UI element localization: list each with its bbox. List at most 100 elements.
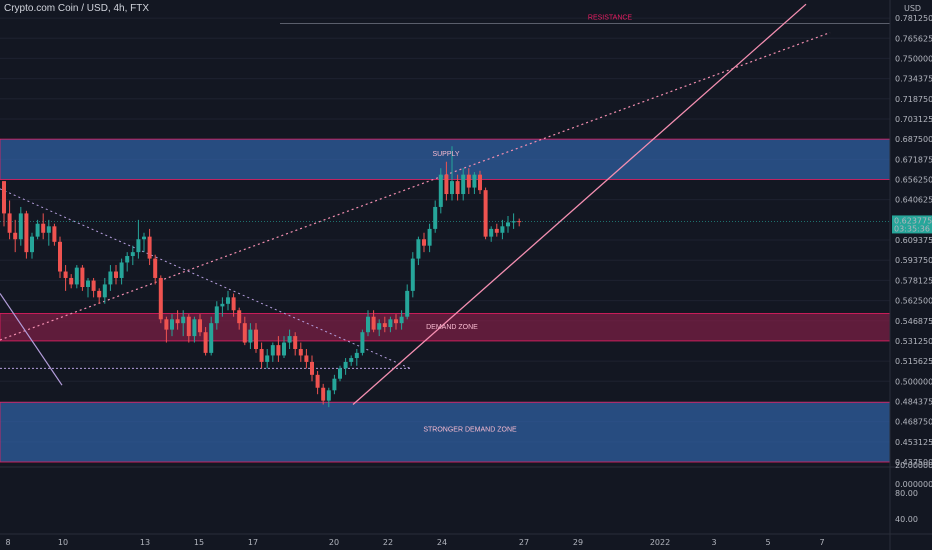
candle-body <box>153 258 158 278</box>
y-tick-label: 0.656250 <box>895 176 932 185</box>
candle-body <box>511 221 516 223</box>
resistance-label: RESISTANCE <box>588 15 633 22</box>
candle-body <box>24 213 29 253</box>
candle-body <box>433 206 438 229</box>
stronger-demand-label: STRONGER DEMAND ZONE <box>423 427 517 434</box>
candle-body <box>142 236 146 240</box>
candle-body <box>248 329 253 343</box>
candle-body <box>506 222 510 227</box>
y-tick-label: 0.437500 <box>895 458 932 467</box>
x-tick-label: 27 <box>519 538 529 547</box>
supply-label: SUPPLY <box>432 151 459 158</box>
x-tick-label: 3 <box>711 538 716 547</box>
candle-body <box>360 332 365 353</box>
x-tick-label: 13 <box>140 538 150 547</box>
x-tick-label: 5 <box>765 538 770 547</box>
candle-body <box>209 323 214 353</box>
candle-body <box>410 258 415 291</box>
candle-body <box>13 232 18 240</box>
candle-body <box>366 316 370 333</box>
candle-body <box>108 271 113 285</box>
candle-body <box>192 319 197 337</box>
volume-tick-label: 80.00 <box>895 489 918 498</box>
x-tick-label: 10 <box>58 538 68 547</box>
y-tick-label: 0.734375 <box>895 75 932 84</box>
chart-title: Crypto.com Coin / USD, 4h, FTX <box>4 3 150 14</box>
candle-body <box>416 239 421 259</box>
y-tick-label: 0.750000 <box>895 54 932 63</box>
candle-body <box>35 223 40 237</box>
x-tick-label: 22 <box>383 538 393 547</box>
candle-body <box>63 271 68 278</box>
price-axis[interactable]: 0.781250 0.765625 0.750000 0.734375 0.718750… <box>889 0 932 550</box>
y-tick-label: 0.578125 <box>895 276 932 285</box>
candle-body <box>147 236 152 259</box>
candle-body <box>198 319 202 333</box>
candle-body <box>69 277 74 285</box>
time-axis[interactable]: 8 10 13 15 17 20 22 24 27 29 2022 3 5 7 <box>0 533 932 547</box>
volume-tick-label: 20.000000 <box>895 461 932 470</box>
candle-body <box>422 239 426 246</box>
candle-body <box>175 319 180 324</box>
candle-body <box>371 316 376 330</box>
candle-body <box>293 336 298 349</box>
y-tick-label: 0.781250 <box>895 14 932 23</box>
candle-body <box>136 239 141 253</box>
candle-body <box>478 174 482 191</box>
x-tick-label: 2022 <box>650 538 670 547</box>
price-tag <box>892 215 932 234</box>
candle-body <box>46 226 51 233</box>
candle-body <box>80 267 85 288</box>
zone-labels: RESISTANCE SUPPLY DEMAND ZONE STRONGER DEMA… <box>423 15 632 434</box>
x-tick-label: 24 <box>437 538 447 547</box>
candle-body <box>304 355 309 362</box>
candle-body <box>102 284 107 298</box>
candle-body <box>114 271 118 278</box>
candle-body <box>326 390 331 401</box>
candle-body <box>259 349 264 362</box>
candle-body <box>91 280 96 291</box>
candle-body <box>382 323 387 328</box>
y-tick-label: 0.468750 <box>895 418 932 427</box>
candles[interactable] <box>2 146 522 408</box>
candle-body <box>254 329 258 349</box>
price-tag-value: 0.623775 <box>894 216 932 225</box>
candle-body <box>444 174 449 195</box>
candle-body <box>170 319 174 330</box>
y-tick-label: 0.531250 <box>895 337 932 346</box>
candle-body <box>427 228 432 246</box>
candle-body <box>315 374 320 388</box>
zone-rect <box>0 138 891 180</box>
candle-body <box>41 223 46 233</box>
candle-body <box>466 174 471 188</box>
candle-body <box>455 181 460 195</box>
candle-body <box>405 290 410 317</box>
candle-body <box>52 226 57 242</box>
y-tick-label: 0.718750 <box>895 95 932 104</box>
candle-body <box>377 323 382 330</box>
candle-body <box>343 361 348 369</box>
y-tick-label: 0.500000 <box>895 377 932 386</box>
price-tag-countdown: 03:35:36 <box>894 224 930 233</box>
candle-body <box>237 310 242 324</box>
short-trendline <box>0 293 63 386</box>
candle-body <box>394 319 398 324</box>
candle-body <box>7 213 12 233</box>
candle-body <box>18 213 23 240</box>
candle-body <box>276 345 281 356</box>
candle-body <box>310 361 314 375</box>
candle-body <box>461 174 466 195</box>
candle-body <box>164 319 169 330</box>
candle-body <box>354 352 359 359</box>
drawn-lines[interactable] <box>0 3 890 406</box>
candle-body <box>321 387 326 401</box>
candle-body <box>298 349 303 356</box>
y-tick-label: 0.765625 <box>895 34 932 43</box>
x-tick-label: 8 <box>5 538 10 547</box>
y-tick-label: 0.640625 <box>895 196 932 205</box>
candle-body <box>270 345 275 356</box>
x-tick-label: 20 <box>329 538 339 547</box>
candle-body <box>125 256 130 263</box>
axis-unit-label: USD <box>904 4 921 13</box>
